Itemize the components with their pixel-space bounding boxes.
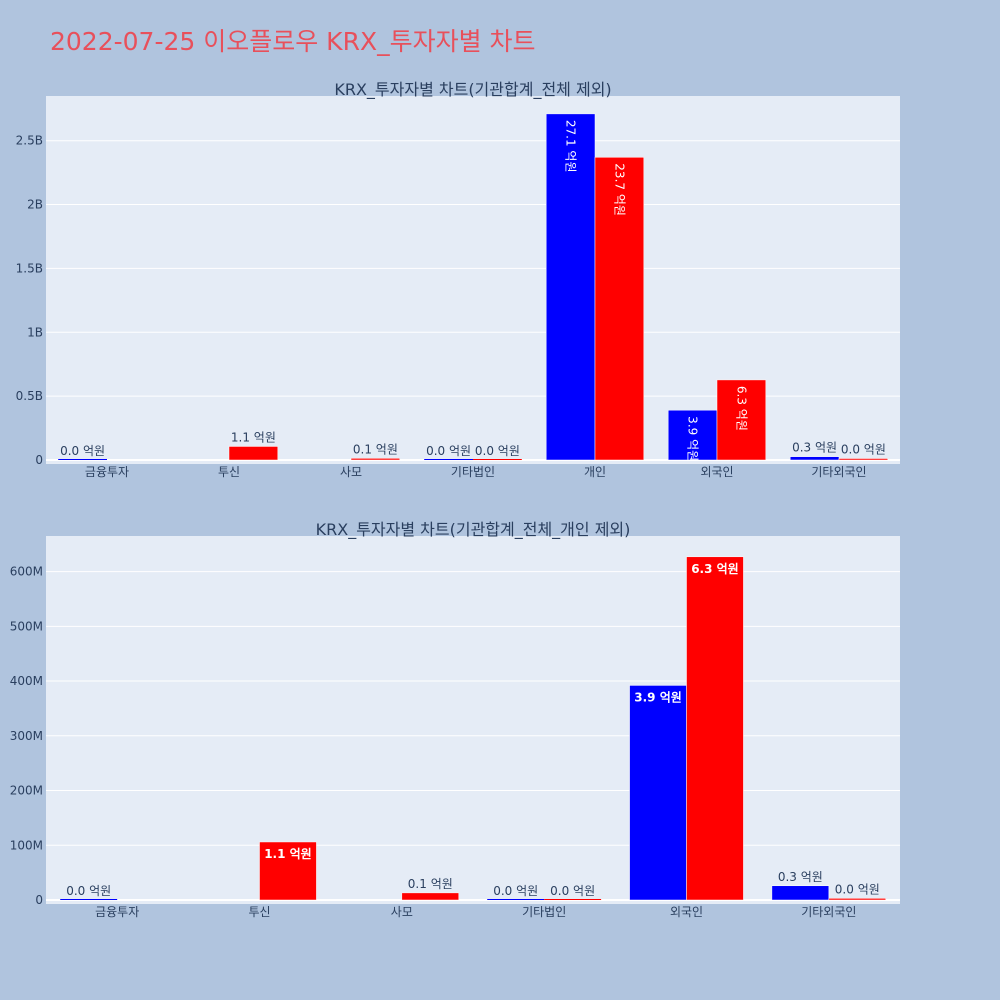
bar (594, 157, 645, 461)
data-label: 0.0 억원 (841, 443, 886, 457)
bar (544, 899, 602, 900)
bar (228, 446, 279, 461)
data-label: 0.0 억원 (426, 444, 471, 458)
bar (686, 556, 744, 901)
bar (424, 459, 473, 460)
data-label: 27.1 억원 (564, 120, 578, 173)
bar (667, 409, 718, 461)
x-tick-label: 투신 (248, 905, 270, 919)
bar (401, 892, 460, 901)
y-tick-label: 200M (10, 784, 43, 798)
x-tick-label: 기타법인 (522, 905, 566, 919)
y-tick-label: 1B (27, 325, 43, 339)
page-title: 2022-07-25 이오플로우 KRX_투자자별 차트 (50, 27, 536, 56)
data-label: 1.1 억원 (264, 847, 312, 861)
plot-area (46, 536, 900, 904)
data-label: 0.3 억원 (778, 870, 823, 884)
chart-title: KRX_투자자별 차트(기관합계_전체_개인 제외) (316, 520, 631, 540)
x-tick-label: 투신 (218, 465, 240, 479)
data-label: 0.0 억원 (493, 884, 538, 898)
chart-top: 0 0.5B 1B 1.5B 2B 2.5B KRX_투자자별 차트(기관합계_전체 제외)… (16, 80, 900, 479)
y-tick-label: 600M (10, 565, 43, 579)
x-tick-label: 개인 (584, 465, 606, 479)
x-tick-label: 외국인 (670, 905, 703, 919)
bar (473, 459, 522, 460)
y-tick-label: 300M (10, 729, 43, 743)
y-tick-label: 0.5B (16, 389, 43, 403)
data-label: 0.1 억원 (408, 877, 453, 891)
y-tick-label: 0 (35, 893, 43, 907)
x-tick-label: 금융투자 (95, 905, 139, 919)
data-label: 6.3 억원 (734, 386, 748, 431)
bar (350, 458, 401, 461)
y-tick-label: 1.5B (16, 261, 43, 275)
x-tick-label: 금융투자 (85, 465, 129, 479)
y-tick-label: 500M (10, 619, 43, 633)
x-tick-label: 기타외국인 (811, 465, 866, 479)
y-tick-label: 0 (35, 453, 43, 467)
bar (60, 899, 118, 900)
data-label: 6.3 억원 (691, 562, 739, 576)
y-tick-label: 100M (10, 838, 43, 852)
bar (716, 379, 767, 461)
data-label: 3.9 억원 (634, 690, 682, 704)
x-tick-label: 사모 (340, 465, 362, 479)
data-label: 0.0 억원 (66, 884, 111, 898)
bar (545, 113, 596, 461)
data-label: 0.1 억원 (353, 442, 398, 456)
data-label: 3.9 억원 (686, 416, 700, 461)
y-tick-label: 2B (27, 198, 43, 212)
bar (487, 899, 545, 900)
x-tick-label: 사모 (391, 905, 413, 919)
chart-title: KRX_투자자별 차트(기관합계_전체 제외) (334, 80, 611, 100)
bar (58, 459, 107, 460)
data-label: 0.3 억원 (792, 441, 837, 455)
data-label: 23.7 억원 (612, 163, 626, 216)
bar (771, 885, 830, 901)
data-label: 0.0 억원 (475, 444, 520, 458)
x-tick-label: 기타외국인 (801, 905, 856, 919)
data-label: 0.0 억원 (60, 444, 105, 458)
data-label: 0.0 억원 (835, 882, 880, 896)
data-label: 1.1 억원 (231, 430, 276, 444)
bar (838, 458, 889, 461)
y-tick-label: 2.5B (16, 134, 43, 148)
bar (259, 841, 317, 901)
x-tick-label: 기타법인 (451, 465, 495, 479)
data-label: 0.0 억원 (550, 884, 595, 898)
y-tick-label: 400M (10, 674, 43, 688)
bar (629, 685, 687, 901)
x-tick-label: 외국인 (700, 465, 733, 479)
bar (828, 898, 887, 901)
